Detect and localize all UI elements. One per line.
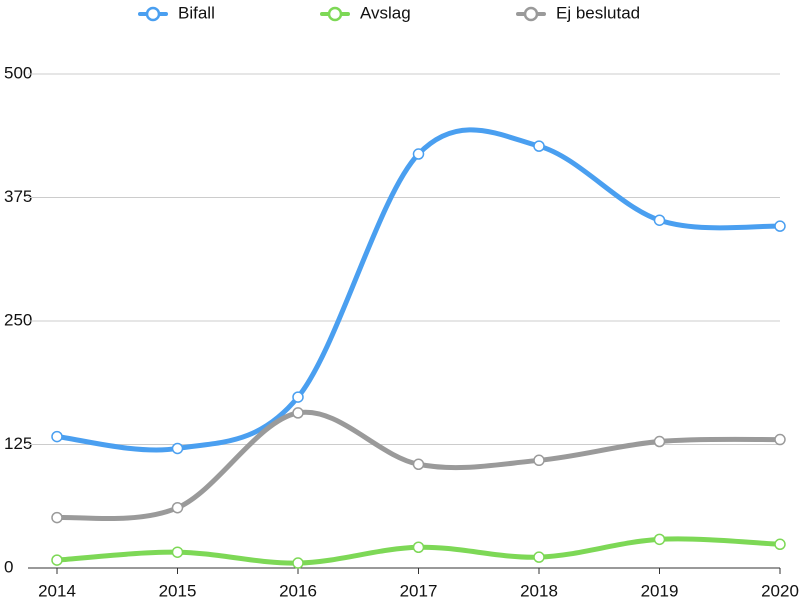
data-point: [533, 454, 545, 467]
data-point: [412, 458, 425, 471]
data-point: [653, 533, 666, 546]
data-point: [653, 435, 666, 448]
data-point: [292, 391, 304, 403]
data-point: [171, 442, 184, 455]
legend-marker: [145, 6, 161, 22]
legend-label: Ej beslutad: [556, 3, 640, 22]
series-line: [54, 127, 783, 453]
legend-marker: [523, 6, 539, 22]
x-tick-label: 2020: [761, 581, 799, 600]
data-point: [412, 148, 425, 160]
data-point: [51, 554, 63, 566]
data-point: [292, 557, 304, 569]
y-tick-label: 500: [4, 63, 32, 82]
legend-label: Avslag: [360, 3, 411, 22]
x-tick-label: 2016: [279, 581, 317, 600]
data-point: [412, 541, 425, 554]
data-point: [533, 140, 545, 152]
data-point: [774, 220, 786, 232]
data-point: [51, 430, 63, 443]
data-point: [51, 511, 63, 524]
y-tick-label: 250: [4, 310, 32, 329]
legend-marker: [327, 6, 343, 22]
x-tick-label: 2015: [159, 581, 197, 600]
data-point: [171, 501, 184, 514]
legend-label: Bifall: [178, 3, 215, 22]
x-tick-label: 2018: [520, 581, 558, 600]
x-tick-label: 2017: [400, 581, 438, 600]
x-tick-label: 2014: [38, 581, 76, 600]
data-point: [292, 407, 304, 419]
data-point: [774, 433, 786, 446]
x-tick-label: 2019: [641, 581, 679, 600]
data-point: [533, 551, 545, 563]
y-tick-label: 375: [4, 187, 32, 206]
data-point: [653, 214, 666, 226]
data-point: [774, 538, 786, 551]
data-point: [171, 546, 184, 558]
y-tick-label: 0: [4, 557, 13, 576]
y-tick-label: 125: [4, 434, 32, 453]
